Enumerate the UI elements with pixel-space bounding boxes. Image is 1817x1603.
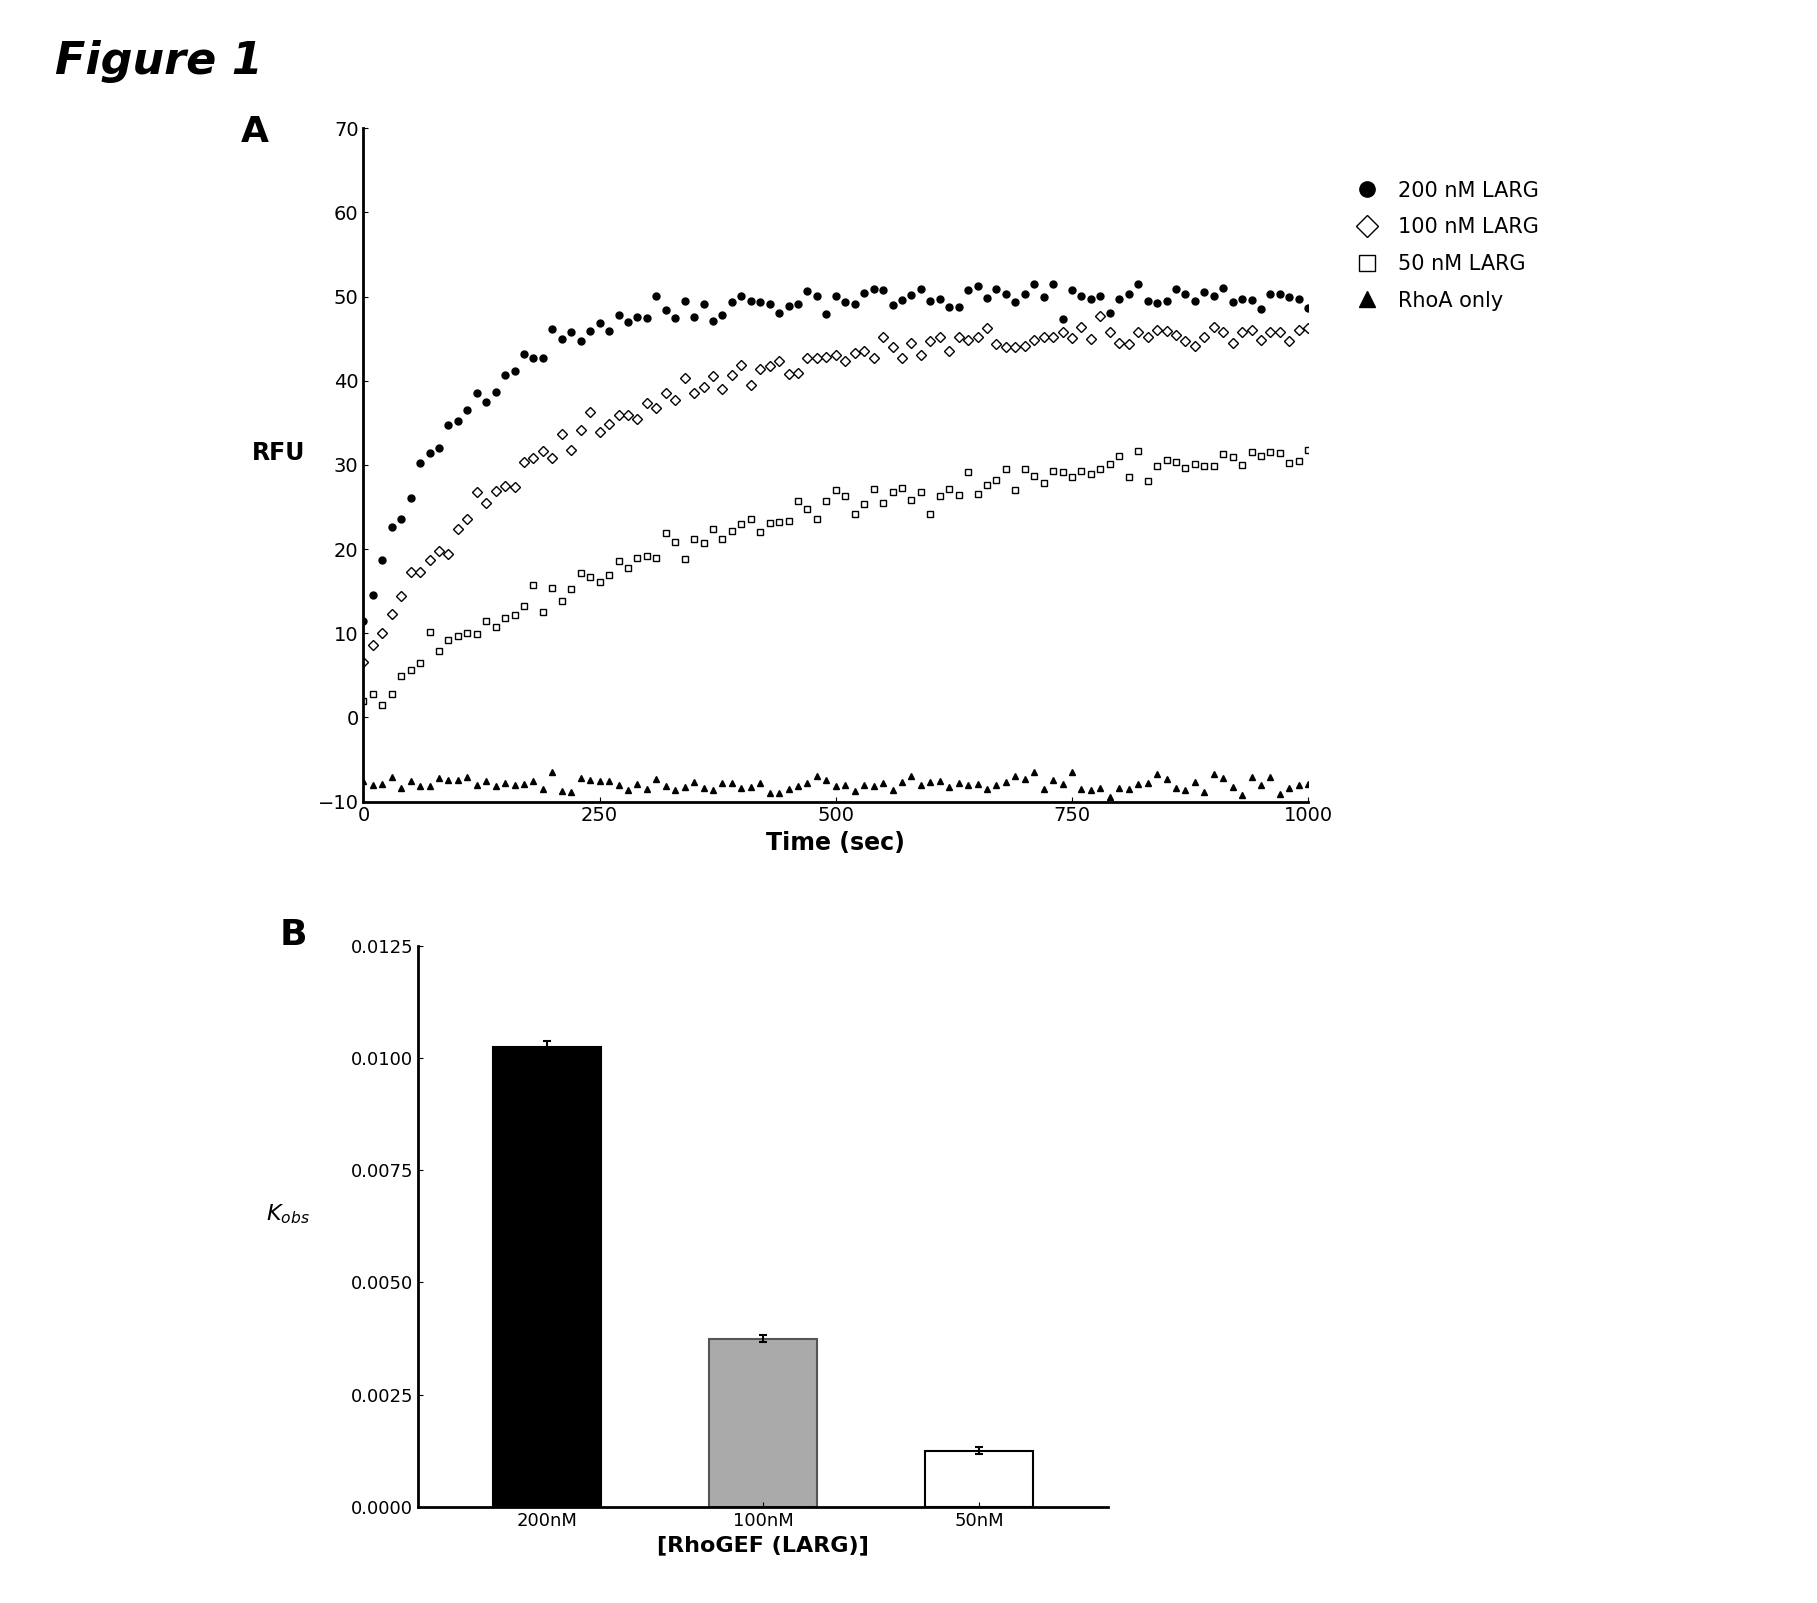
X-axis label: [RhoGEF (LARG)]: [RhoGEF (LARG)] [658, 1536, 869, 1555]
Legend: 200 nM LARG, 100 nM LARG, 50 nM LARG, RhoA only: 200 nM LARG, 100 nM LARG, 50 nM LARG, Rh… [1337, 172, 1548, 319]
Y-axis label: RFU: RFU [253, 441, 305, 465]
Bar [709, 1339, 818, 1507]
Bar [925, 1451, 1032, 1507]
Text: Figure 1: Figure 1 [55, 40, 262, 83]
Text: A: A [240, 115, 269, 149]
Y-axis label: $K_{obs}$: $K_{obs}$ [265, 1202, 311, 1226]
Bar [494, 1047, 601, 1507]
Text: B: B [280, 917, 307, 952]
X-axis label: Time (sec): Time (sec) [767, 830, 905, 854]
